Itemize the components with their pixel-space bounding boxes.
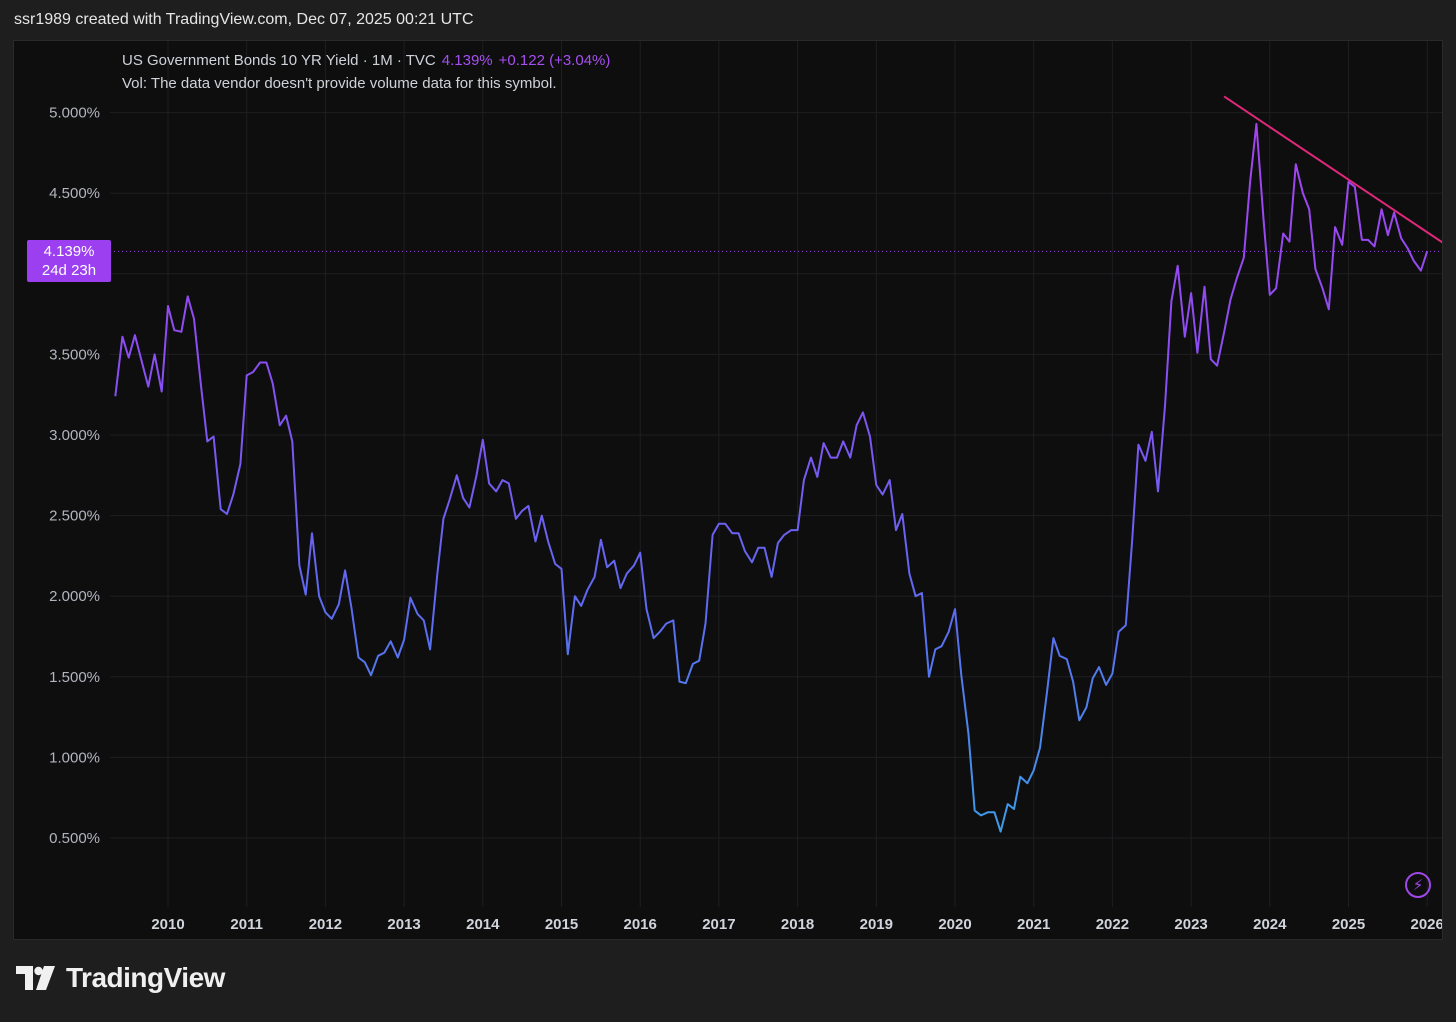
legend-value: 4.139% (441, 52, 493, 69)
y-tick-label: 3.500% (49, 346, 100, 363)
y-tick-label: 2.000% (49, 588, 100, 605)
legend-volume-note: Vol: The data vendor doesn't provide vol… (122, 75, 557, 92)
x-tick-label: 2015 (545, 916, 578, 933)
x-tick-label: 2024 (1253, 916, 1287, 933)
credit-text: ssr1989 created with TradingView.com, De… (14, 11, 474, 28)
chart-panel[interactable]: 0.500% 1.000% 1.500% 2.000% 2.500% 3.000% 3.50… (13, 40, 1443, 940)
legend-line: US Government Bonds 10 YR Yield · 1M · T… (122, 49, 610, 72)
y-tick-label: 0.500% (49, 830, 100, 847)
y-tick-label: 4.500% (49, 185, 100, 202)
x-tick-label: 2021 (1017, 916, 1050, 933)
brand-name: TradingView (66, 962, 225, 993)
x-tick-label: 2020 (938, 916, 971, 933)
x-tick-label: 2013 (387, 916, 420, 933)
x-tick-label: 2017 (702, 916, 735, 933)
price-tag-value: 4.139% (43, 243, 95, 260)
lightning-icon[interactable]: ⚡ (1405, 872, 1431, 898)
x-tick-label: 2016 (624, 916, 657, 933)
x-tick-label: 2025 (1332, 916, 1365, 933)
y-tick-label: 1.500% (49, 669, 100, 686)
resistance-trendline (1223, 95, 1442, 244)
y-tick-label: 3.000% (49, 427, 100, 444)
legend-change: +0.122 (+3.04%) (498, 52, 611, 69)
price-chart[interactable]: 0.500% 1.000% 1.500% 2.000% 2.500% 3.000% 3.50… (14, 41, 1442, 939)
tradingview-branding[interactable]: TradingView (16, 962, 225, 994)
x-tick-label: 2019 (860, 916, 893, 933)
x-tick-label: 2012 (309, 916, 342, 933)
yield-line (114, 122, 1429, 833)
price-tag-countdown: 24d 23h (41, 262, 97, 279)
tradingview-logo-icon (16, 966, 56, 990)
current-price-tag: 4.139% 24d 23h (27, 240, 111, 282)
y-tick-label: 1.000% (49, 749, 100, 766)
x-tick-label: 2022 (1096, 916, 1129, 933)
x-tick-label: 2023 (1174, 916, 1207, 933)
x-tick-label: 2010 (151, 916, 184, 933)
x-tick-label: 2026 (1411, 916, 1442, 933)
chart-legend: US Government Bonds 10 YR Yield · 1M · T… (122, 49, 610, 95)
legend-symbol[interactable]: US Government Bonds 10 YR Yield · 1M · T… (122, 52, 436, 69)
y-tick-label: 2.500% (49, 508, 100, 525)
y-tick-label: 5.000% (49, 105, 100, 122)
x-tick-label: 2018 (781, 916, 814, 933)
x-tick-label: 2011 (230, 916, 263, 933)
top-credit-bar: ssr1989 created with TradingView.com, De… (0, 0, 1456, 40)
x-tick-label: 2014 (466, 916, 500, 933)
